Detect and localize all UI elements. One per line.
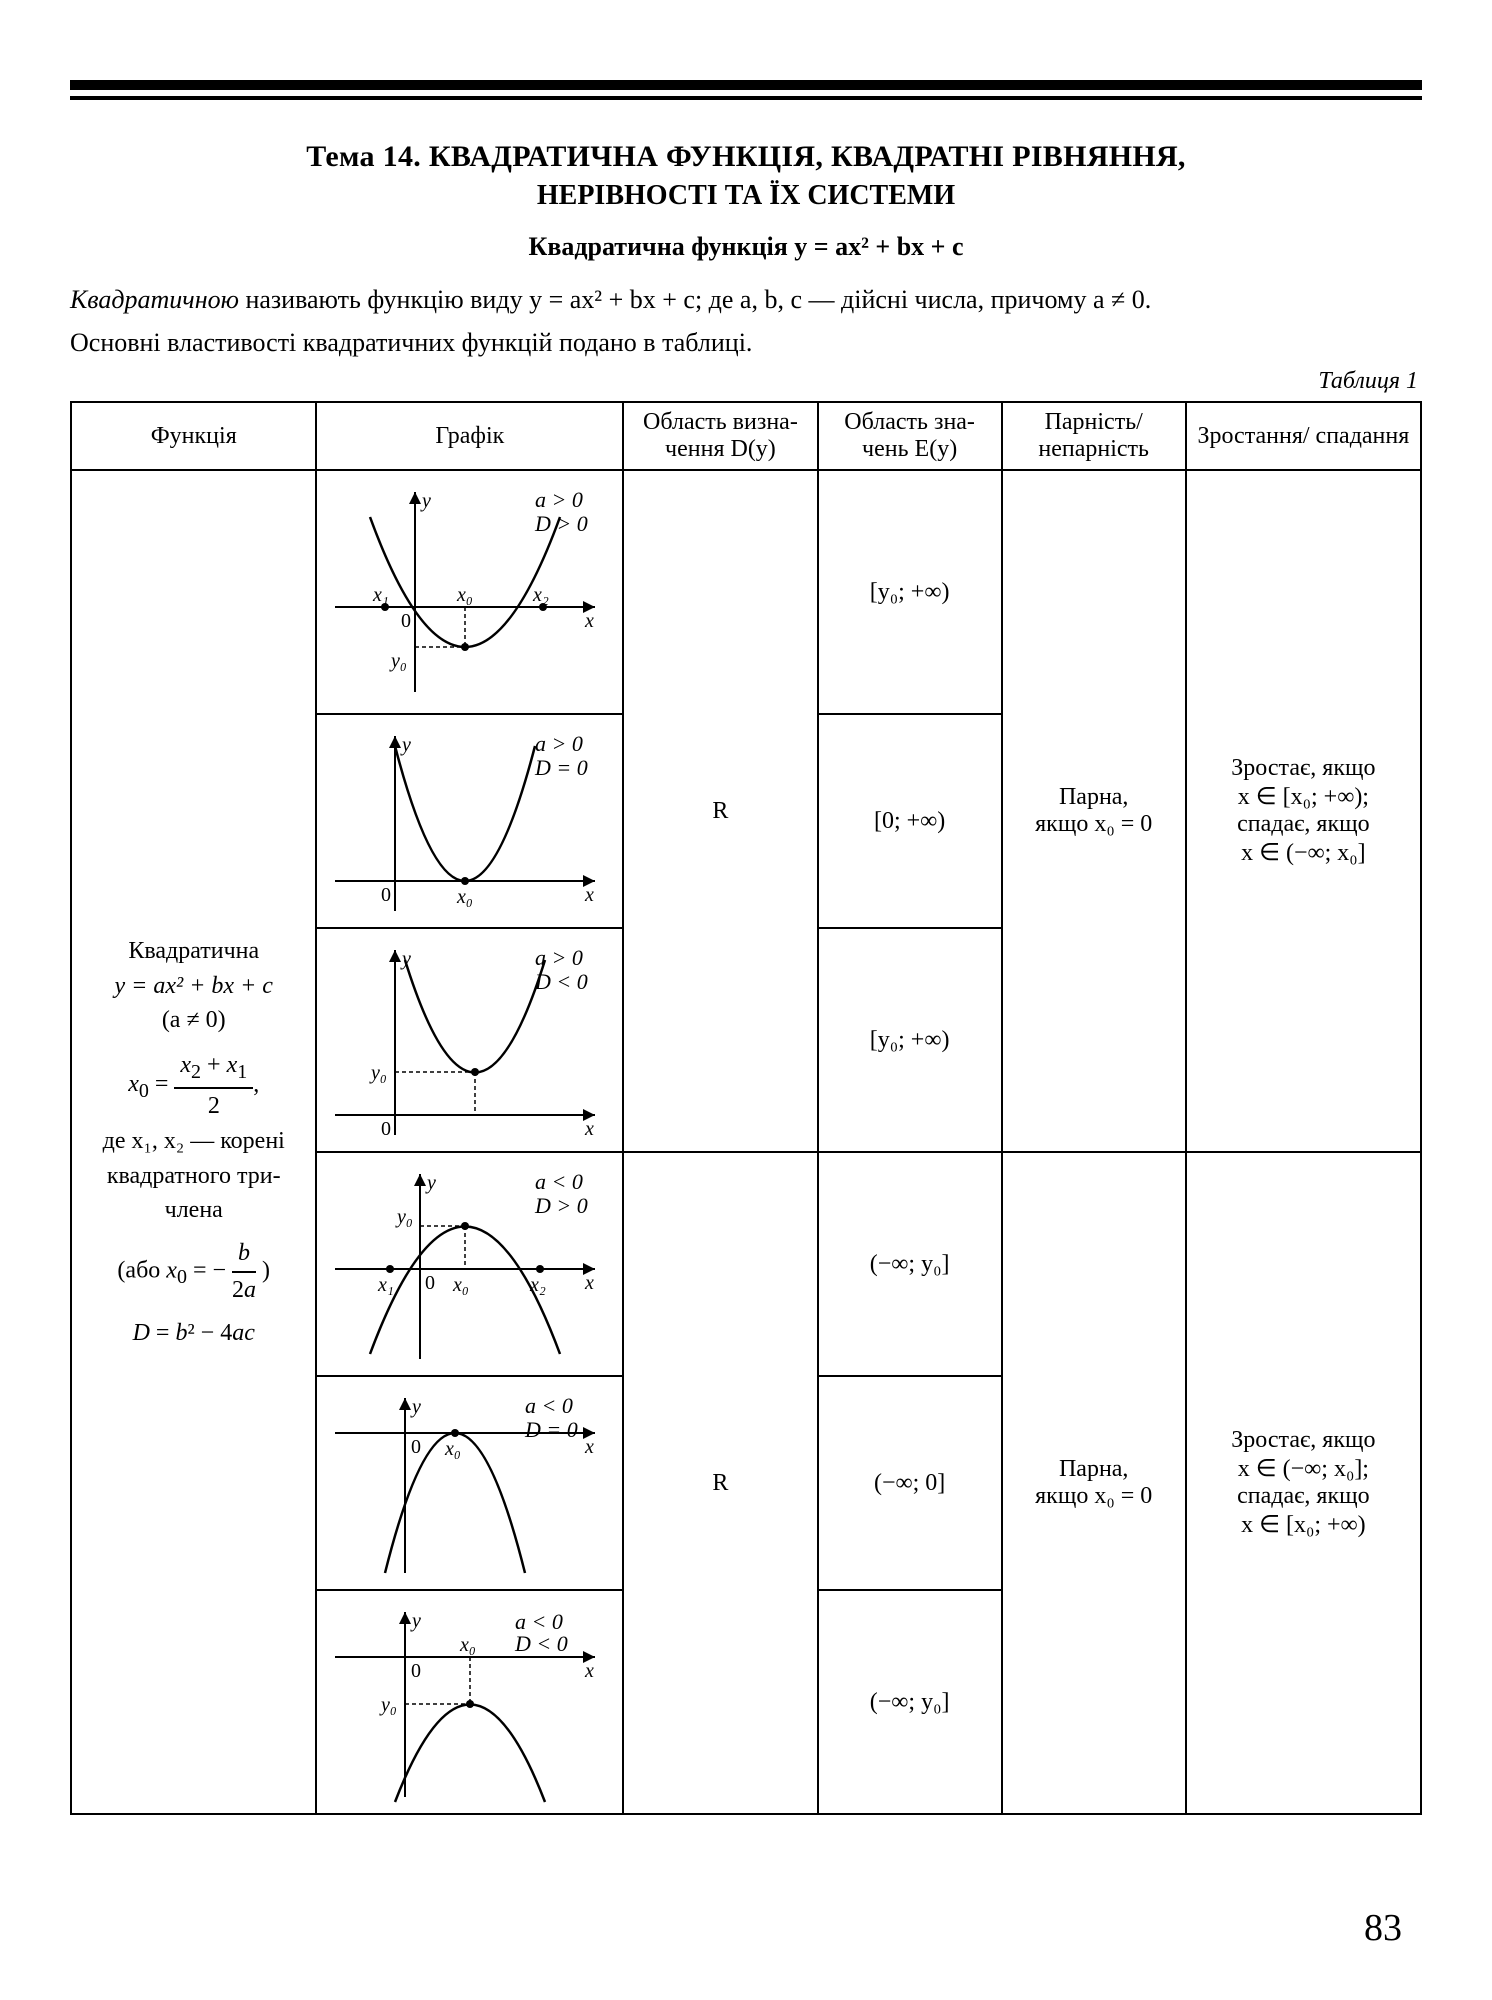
svg-text:y: y: [410, 1610, 421, 1632]
th-func: Функція: [71, 402, 316, 470]
parabola-down-one-root: y x 0 x₀ a < 0 D = 0: [325, 1383, 615, 1583]
range-cell-2: [0; +∞): [818, 714, 1002, 928]
mono-cell-up: Зростає, якщо x ∈ [x₀; +∞); спадає, якщо…: [1186, 470, 1421, 1152]
svg-text:x: x: [584, 1118, 594, 1140]
svg-text:D < 0: D < 0: [534, 969, 588, 994]
svg-text:x: x: [584, 1272, 594, 1294]
svg-text:x: x: [584, 1660, 594, 1682]
graph-cell-3: y x 0 y₀ a > 0 D < 0: [316, 928, 623, 1152]
svg-text:D = 0: D = 0: [524, 1417, 578, 1442]
svg-text:x₀: x₀: [456, 886, 473, 908]
func-line3: (a ≠ 0): [80, 1003, 307, 1038]
svg-text:y₀: y₀: [395, 1206, 413, 1228]
range-cell-6: (−∞; y₀]: [818, 1590, 1002, 1814]
svg-text:x₂: x₂: [529, 1274, 546, 1296]
intro-italic: Квадратичною: [70, 285, 239, 314]
func-line1: Квадратична: [80, 934, 307, 969]
intro-paragraph-2: Основні властивості квадратичних функцій…: [70, 325, 1422, 360]
func-x0-alt: (або x0 = − b 2a ): [80, 1236, 307, 1308]
table-header-row: Функція Графік Область визна- чення D(y)…: [71, 402, 1421, 470]
title-line1: Тема 14. КВАДРАТИЧНА ФУНКЦІЯ, КВАДРАТНІ …: [70, 140, 1422, 174]
parabola-up-two-roots: y x 0 x₁ x₂ x₀ y₀ a > 0 D > 0: [325, 477, 615, 707]
parity-cell-up: Парна, якщо x₀ = 0: [1002, 470, 1186, 1152]
svg-text:y: y: [400, 948, 411, 970]
svg-text:0: 0: [411, 1660, 421, 1682]
range-cell-3: [y₀; +∞): [818, 928, 1002, 1152]
th-range: Область зна- чень E(y): [818, 402, 1002, 470]
svg-text:a > 0: a > 0: [535, 945, 583, 970]
svg-text:x: x: [584, 1436, 594, 1458]
svg-text:0: 0: [425, 1272, 435, 1294]
table-row: Квадратична y = ax² + bx + c (a ≠ 0) x0 …: [71, 470, 1421, 714]
th-mono: Зростання/ спадання: [1186, 402, 1421, 470]
svg-text:D = 0: D = 0: [534, 755, 588, 780]
graph-cell-2: y x 0 x₀ a > 0 D = 0: [316, 714, 623, 928]
graph-cell-6: y x 0 x₀ y₀ a < 0 D < 0: [316, 1590, 623, 1814]
svg-text:0: 0: [381, 1118, 391, 1140]
svg-text:x₀: x₀: [459, 1634, 476, 1656]
svg-text:0: 0: [411, 1436, 421, 1458]
domain-cell-down: R: [623, 1152, 817, 1814]
page: Тема 14. КВАДРАТИЧНА ФУНКЦІЯ, КВАДРАТНІ …: [0, 0, 1492, 2000]
func-x0-formula: x0 = x2 + x1 2 ,: [80, 1048, 307, 1124]
svg-text:x₂: x₂: [532, 584, 549, 606]
func-discriminant: D = b² − 4ac: [80, 1316, 307, 1351]
parabola-up-no-roots: y x 0 y₀ a > 0 D < 0: [325, 935, 615, 1145]
svg-text:y: y: [425, 1172, 436, 1194]
svg-text:y₀: y₀: [379, 1694, 397, 1716]
svg-text:x₁: x₁: [372, 584, 389, 606]
formula-title: Квадратична функція y = ax² + bx + c: [70, 232, 1422, 262]
th-domain: Область визна- чення D(y): [623, 402, 817, 470]
svg-text:a < 0: a < 0: [525, 1393, 573, 1418]
graph-cell-4: y x 0 x₁ x₂ x₀ y₀ a < 0 D > 0: [316, 1152, 623, 1376]
svg-text:D < 0: D < 0: [514, 1631, 568, 1656]
page-number: 83: [1364, 1906, 1402, 1950]
intro-rest: називають функцію виду y = ax² + bx + c;…: [239, 285, 1151, 314]
svg-text:x₁: x₁: [377, 1274, 394, 1296]
range-cell-5: (−∞; 0]: [818, 1376, 1002, 1590]
parabola-up-one-root: y x 0 x₀ a > 0 D = 0: [325, 721, 615, 921]
intro-paragraph-1: Квадратичною називають функцію виду y = …: [70, 282, 1422, 317]
svg-text:D > 0: D > 0: [534, 1193, 588, 1218]
parabola-down-no-roots: y x 0 x₀ y₀ a < 0 D < 0: [325, 1597, 615, 1807]
domain-cell-up: R: [623, 470, 817, 1152]
top-rule: [70, 80, 1422, 100]
function-description: Квадратична y = ax² + bx + c (a ≠ 0) x0 …: [71, 470, 316, 1814]
svg-text:y: y: [400, 734, 411, 756]
th-parity: Парність/ непарність: [1002, 402, 1186, 470]
svg-text:y: y: [410, 1396, 421, 1418]
svg-text:a < 0: a < 0: [535, 1169, 583, 1194]
svg-text:0: 0: [401, 610, 411, 632]
svg-text:D > 0: D > 0: [534, 511, 588, 536]
svg-text:y₀: y₀: [369, 1062, 387, 1084]
range-cell-4: (−∞; y₀]: [818, 1152, 1002, 1376]
svg-text:a > 0: a > 0: [535, 731, 583, 756]
svg-text:x: x: [584, 610, 594, 632]
svg-text:a > 0: a > 0: [535, 487, 583, 512]
table-caption: Таблиця 1: [70, 368, 1418, 395]
graph-cell-1: y x 0 x₁ x₂ x₀ y₀ a > 0 D > 0: [316, 470, 623, 714]
svg-text:x₀: x₀: [452, 1274, 469, 1296]
svg-text:y: y: [420, 490, 431, 512]
mono-cell-down: Зростає, якщо x ∈ (−∞; x₀]; спадає, якщо…: [1186, 1152, 1421, 1814]
properties-table: Функція Графік Область визна- чення D(y)…: [70, 401, 1422, 1815]
func-line2: y = ax² + bx + c: [80, 969, 307, 1004]
func-line5: де x₁, x₂ — корені квадратного три-члена: [80, 1124, 307, 1228]
parity-cell-down: Парна, якщо x₀ = 0: [1002, 1152, 1186, 1814]
svg-text:x: x: [584, 884, 594, 906]
range-cell-1: [y₀; +∞): [818, 470, 1002, 714]
th-graph: Графік: [316, 402, 623, 470]
graph-cell-5: y x 0 x₀ a < 0 D = 0: [316, 1376, 623, 1590]
svg-text:0: 0: [381, 884, 391, 906]
svg-text:x₀: x₀: [444, 1438, 461, 1460]
svg-text:x₀: x₀: [456, 584, 473, 606]
title-line2: НЕРІВНОСТІ ТА ЇХ СИСТЕМИ: [70, 180, 1422, 212]
parabola-down-two-roots: y x 0 x₁ x₂ x₀ y₀ a < 0 D > 0: [325, 1159, 615, 1369]
svg-text:y₀: y₀: [389, 650, 407, 672]
